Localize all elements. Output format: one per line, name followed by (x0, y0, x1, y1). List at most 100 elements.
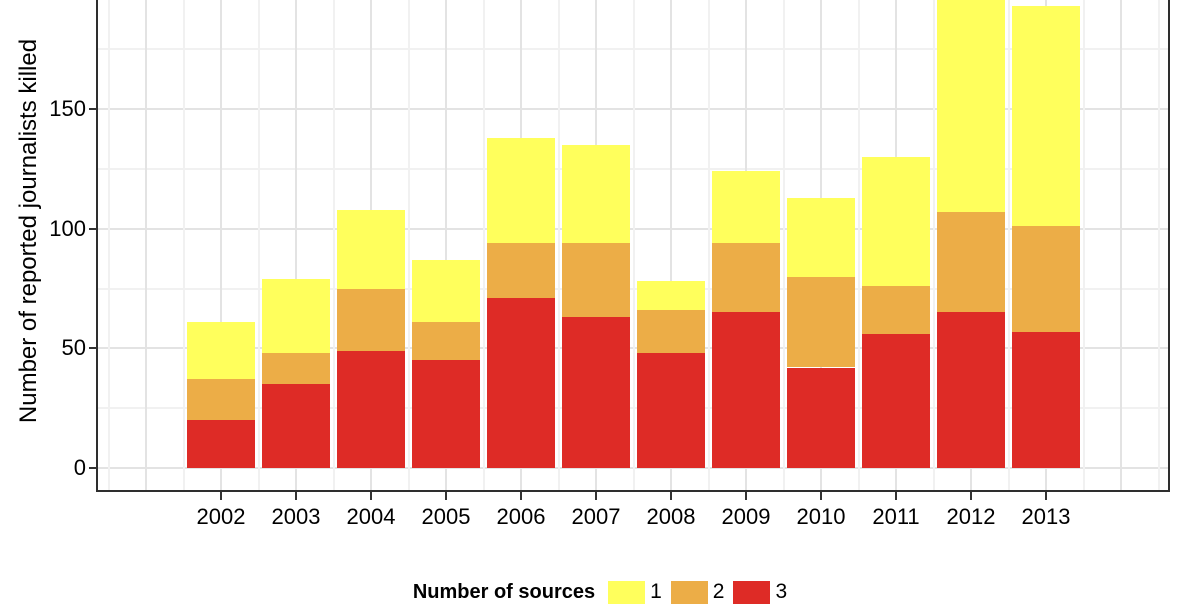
bar-2010-sources-3 (787, 367, 855, 468)
legend-title: Number of sources (412, 580, 596, 603)
bar-2005-sources-3 (412, 360, 480, 468)
gridline-minor-x-4 (407, 0, 410, 491)
gridline-minor-x-10 (857, 0, 860, 491)
legend-items: 1 2 3 (599, 580, 787, 604)
gridline-minor-x-3 (332, 0, 335, 491)
x-tick-2003 (295, 492, 297, 500)
bar-2013-sources-1 (1012, 6, 1080, 227)
bar-2010-sources-1 (787, 197, 855, 277)
gridline-minor-x-14 (1157, 0, 1160, 491)
gridline-minor-x-6 (557, 0, 560, 491)
y-tick-150 (89, 108, 97, 110)
x-tick-2006 (520, 492, 522, 500)
x-tick-2007 (595, 492, 597, 500)
bar-2012-sources-2 (937, 211, 1005, 313)
gridline-minor-x-8 (707, 0, 710, 491)
legend-swatch-2 (670, 580, 708, 604)
y-tick-label-0: 0 (73, 455, 86, 480)
bar-2012-sources-3 (937, 312, 1005, 468)
bar-2006-sources-3 (487, 298, 555, 468)
legend: Number of sources 1 2 3 (0, 580, 1200, 604)
bar-2006-sources-2 (487, 243, 555, 298)
x-tick-label-2002: 2002 (196, 504, 246, 529)
x-tick-2010 (820, 492, 822, 500)
bar-2003-sources-2 (262, 353, 330, 385)
gridline-minor-x-9 (782, 0, 785, 491)
gridline-minor-x-1 (182, 0, 185, 491)
bar-2012-sources-1 (937, 0, 1005, 212)
bar-2009-sources-2 (712, 243, 780, 313)
x-tick-label-2003: 2003 (271, 504, 321, 529)
bar-2011-sources-1 (862, 156, 930, 287)
x-tick-label-2013: 2013 (1021, 504, 1071, 529)
x-tick-2002 (220, 492, 222, 500)
x-tick-2008 (670, 492, 672, 500)
bar-2013-sources-2 (1012, 226, 1080, 332)
y-tick-label-100: 100 (49, 215, 86, 241)
bar-2010-sources-2 (787, 276, 855, 368)
y-tick-label-50: 50 (61, 335, 86, 361)
bar-2003-sources-3 (262, 384, 330, 468)
x-tick-2011 (895, 492, 897, 500)
x-tick-2013 (1045, 492, 1047, 500)
bar-2003-sources-1 (262, 278, 330, 354)
legend-swatch-1 (608, 580, 646, 604)
panel-border-right (1168, 0, 1170, 492)
gridline-minor-x-5 (482, 0, 485, 491)
x-tick-label-2008: 2008 (646, 504, 696, 529)
bar-2011-sources-3 (862, 334, 930, 468)
y-axis-line-left (96, 0, 98, 492)
bar-2011-sources-2 (862, 286, 930, 334)
bar-2013-sources-3 (1012, 331, 1080, 468)
x-tick-label-2005: 2005 (421, 504, 471, 529)
x-tick-label-2009: 2009 (721, 504, 771, 529)
gridline-major-x-13 (1120, 0, 1122, 491)
bar-2004-sources-2 (337, 288, 405, 351)
legend-item-1: 1 (608, 580, 662, 604)
legend-label-2: 2 (712, 580, 725, 603)
bar-2007-sources-1 (562, 144, 630, 243)
gridline-minor-x-11 (932, 0, 935, 491)
bar-2008-sources-1 (637, 281, 705, 310)
gridline-minor-x-0 (107, 0, 110, 491)
x-tick-label-2004: 2004 (346, 504, 396, 529)
bar-2008-sources-3 (637, 353, 705, 468)
bar-2004-sources-3 (337, 350, 405, 468)
bar-2009-sources-1 (712, 171, 780, 243)
gridline-major-x-2 (295, 0, 297, 491)
x-tick-label-2011: 2011 (872, 504, 920, 529)
legend-item-3: 3 (733, 580, 787, 604)
x-tick-2004 (370, 492, 372, 500)
gridline-minor-x-13 (1082, 0, 1085, 491)
bar-2008-sources-2 (637, 310, 705, 354)
bar-2002-sources-3 (187, 420, 255, 468)
x-tick-2009 (745, 492, 747, 500)
x-tick-label-2012: 2012 (946, 504, 996, 529)
bar-2009-sources-3 (712, 312, 780, 468)
bar-2007-sources-3 (562, 317, 630, 468)
gridline-major-x-7 (670, 0, 672, 491)
x-tick-label-2010: 2010 (796, 504, 846, 529)
y-tick-0 (89, 467, 97, 469)
x-tick-2005 (445, 492, 447, 500)
gridline-minor-x-2 (257, 0, 260, 491)
legend-label-3: 3 (775, 580, 788, 603)
y-tick-100 (89, 227, 97, 230)
x-tick-label-2006: 2006 (496, 504, 546, 529)
bar-2007-sources-2 (562, 243, 630, 318)
bar-2002-sources-1 (187, 322, 255, 380)
legend-swatch-3 (733, 580, 771, 604)
legend-label-1: 1 (650, 580, 662, 603)
gridline-minor-x-7 (632, 0, 635, 491)
gridline-major-x-4 (445, 0, 447, 491)
x-tick-label-2007: 2007 (571, 504, 621, 529)
x-axis-line (96, 490, 1170, 492)
gridline-minor-x-12 (1007, 0, 1010, 491)
bar-2004-sources-1 (337, 209, 405, 289)
y-tick-50 (89, 347, 97, 350)
y-axis-title: Number of reported journalists killed (15, 38, 42, 424)
x-tick-2012 (970, 492, 972, 500)
